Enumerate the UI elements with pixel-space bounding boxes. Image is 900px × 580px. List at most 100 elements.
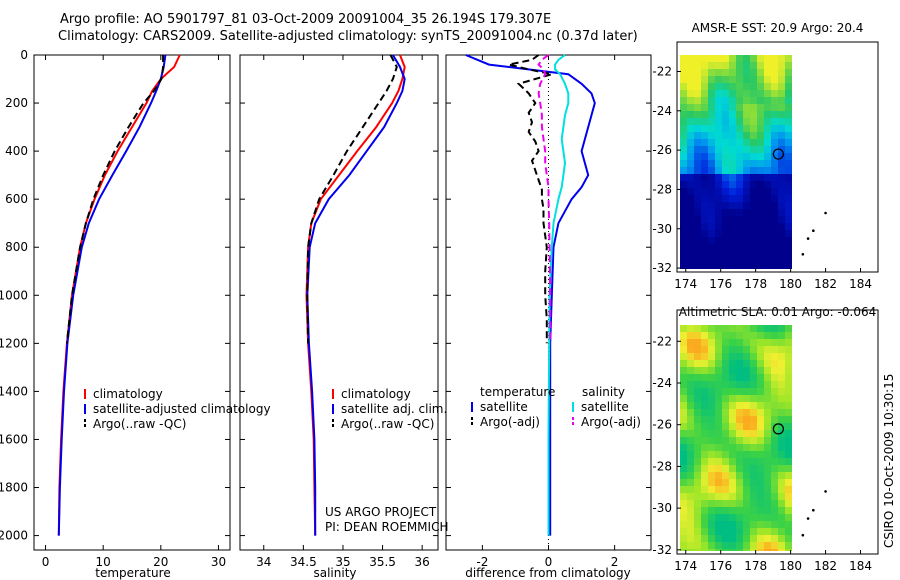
map-cell — [743, 409, 750, 416]
map-cell — [687, 388, 694, 395]
map-cell — [743, 209, 750, 216]
map-cell — [785, 244, 792, 251]
map-cell — [708, 62, 715, 69]
map-cell — [722, 381, 729, 388]
map-cell — [694, 514, 701, 521]
salinity-xtick-label: 36 — [415, 555, 430, 569]
map-cell — [743, 83, 750, 90]
map-cell — [743, 181, 750, 188]
map-cell — [764, 395, 771, 402]
map-cell — [701, 409, 708, 416]
map-cell — [729, 230, 736, 237]
map-cell — [694, 237, 701, 244]
map-cell — [708, 97, 715, 104]
map-cell — [687, 521, 694, 528]
map-cell — [785, 472, 792, 479]
map-cell — [715, 223, 722, 230]
map-cell — [736, 153, 743, 160]
map-cell — [715, 542, 722, 549]
map-cell — [701, 500, 708, 507]
map-cell — [722, 437, 729, 444]
map-cell — [778, 139, 785, 146]
map-cell — [680, 209, 687, 216]
map-cell — [736, 458, 743, 465]
map-cell — [757, 339, 764, 346]
map-cell — [680, 493, 687, 500]
map-cell — [771, 395, 778, 402]
map-cell — [778, 230, 785, 237]
map-cell — [764, 111, 771, 118]
sst_map-ytick-label: -30 — [652, 222, 672, 236]
map-cell — [701, 451, 708, 458]
map-cell — [771, 332, 778, 339]
map-cell — [750, 237, 757, 244]
map-cell — [680, 472, 687, 479]
map-cell — [785, 458, 792, 465]
map-cell — [680, 486, 687, 493]
map-cell — [771, 90, 778, 97]
map-cell — [729, 360, 736, 367]
map-cell — [764, 339, 771, 346]
map-cell — [764, 542, 771, 549]
map-cell — [743, 265, 750, 269]
map-cell — [680, 104, 687, 111]
map-cell — [680, 223, 687, 230]
sst-map-panel: AMSR-E SST: 20.9 Argo: 20.4 174 176 178 180 1… — [652, 21, 879, 291]
map-cell — [708, 160, 715, 167]
sla_map-xtick-label: 182 — [814, 559, 837, 573]
map-cell — [722, 374, 729, 381]
map-cell — [736, 251, 743, 258]
map-cell — [687, 132, 694, 139]
map-cell — [785, 97, 792, 104]
map-cell — [687, 258, 694, 265]
sla_map-xtick-label: 180 — [779, 559, 802, 573]
map-cell — [757, 258, 764, 265]
map-cell — [743, 146, 750, 153]
map-cell — [722, 76, 729, 83]
map-cell — [701, 388, 708, 395]
salinity-series-1 — [306, 54, 406, 536]
map-cell — [687, 104, 694, 111]
map-cell — [694, 521, 701, 528]
map-cell — [722, 395, 729, 402]
map-cell — [764, 104, 771, 111]
map-cell — [778, 174, 785, 181]
map-cell — [750, 409, 757, 416]
map-cell — [715, 209, 722, 216]
map-cell — [785, 90, 792, 97]
island-marker — [801, 253, 805, 256]
sla_map-ytick-label: -22 — [652, 334, 672, 348]
map-cell — [785, 381, 792, 388]
map-cell — [694, 181, 701, 188]
map-cell — [743, 444, 750, 451]
map-cell — [778, 339, 785, 346]
map-cell — [736, 181, 743, 188]
map-cell — [687, 167, 694, 174]
map-cell — [701, 237, 708, 244]
map-cell — [708, 388, 715, 395]
map-cell — [736, 97, 743, 104]
map-cell — [743, 395, 750, 402]
map-cell — [722, 195, 729, 202]
map-cell — [680, 395, 687, 402]
map-cell — [715, 83, 722, 90]
temperature-xlabel: temperature — [95, 566, 170, 580]
map-cell — [680, 97, 687, 104]
map-cell — [715, 458, 722, 465]
map-cell — [750, 507, 757, 514]
depth-tick-label: 1200 — [0, 336, 28, 350]
map-cell — [771, 325, 778, 332]
map-cell — [715, 216, 722, 223]
map-cell — [694, 353, 701, 360]
map-cell — [736, 174, 743, 181]
map-cell — [680, 409, 687, 416]
sla_map-xtick-label: 176 — [709, 559, 732, 573]
map-cell — [757, 451, 764, 458]
map-cell — [771, 132, 778, 139]
map-cell — [750, 549, 757, 551]
map-cell — [778, 97, 785, 104]
map-cell — [757, 346, 764, 353]
map-cell — [680, 535, 687, 542]
map-cell — [736, 430, 743, 437]
map-cell — [750, 104, 757, 111]
